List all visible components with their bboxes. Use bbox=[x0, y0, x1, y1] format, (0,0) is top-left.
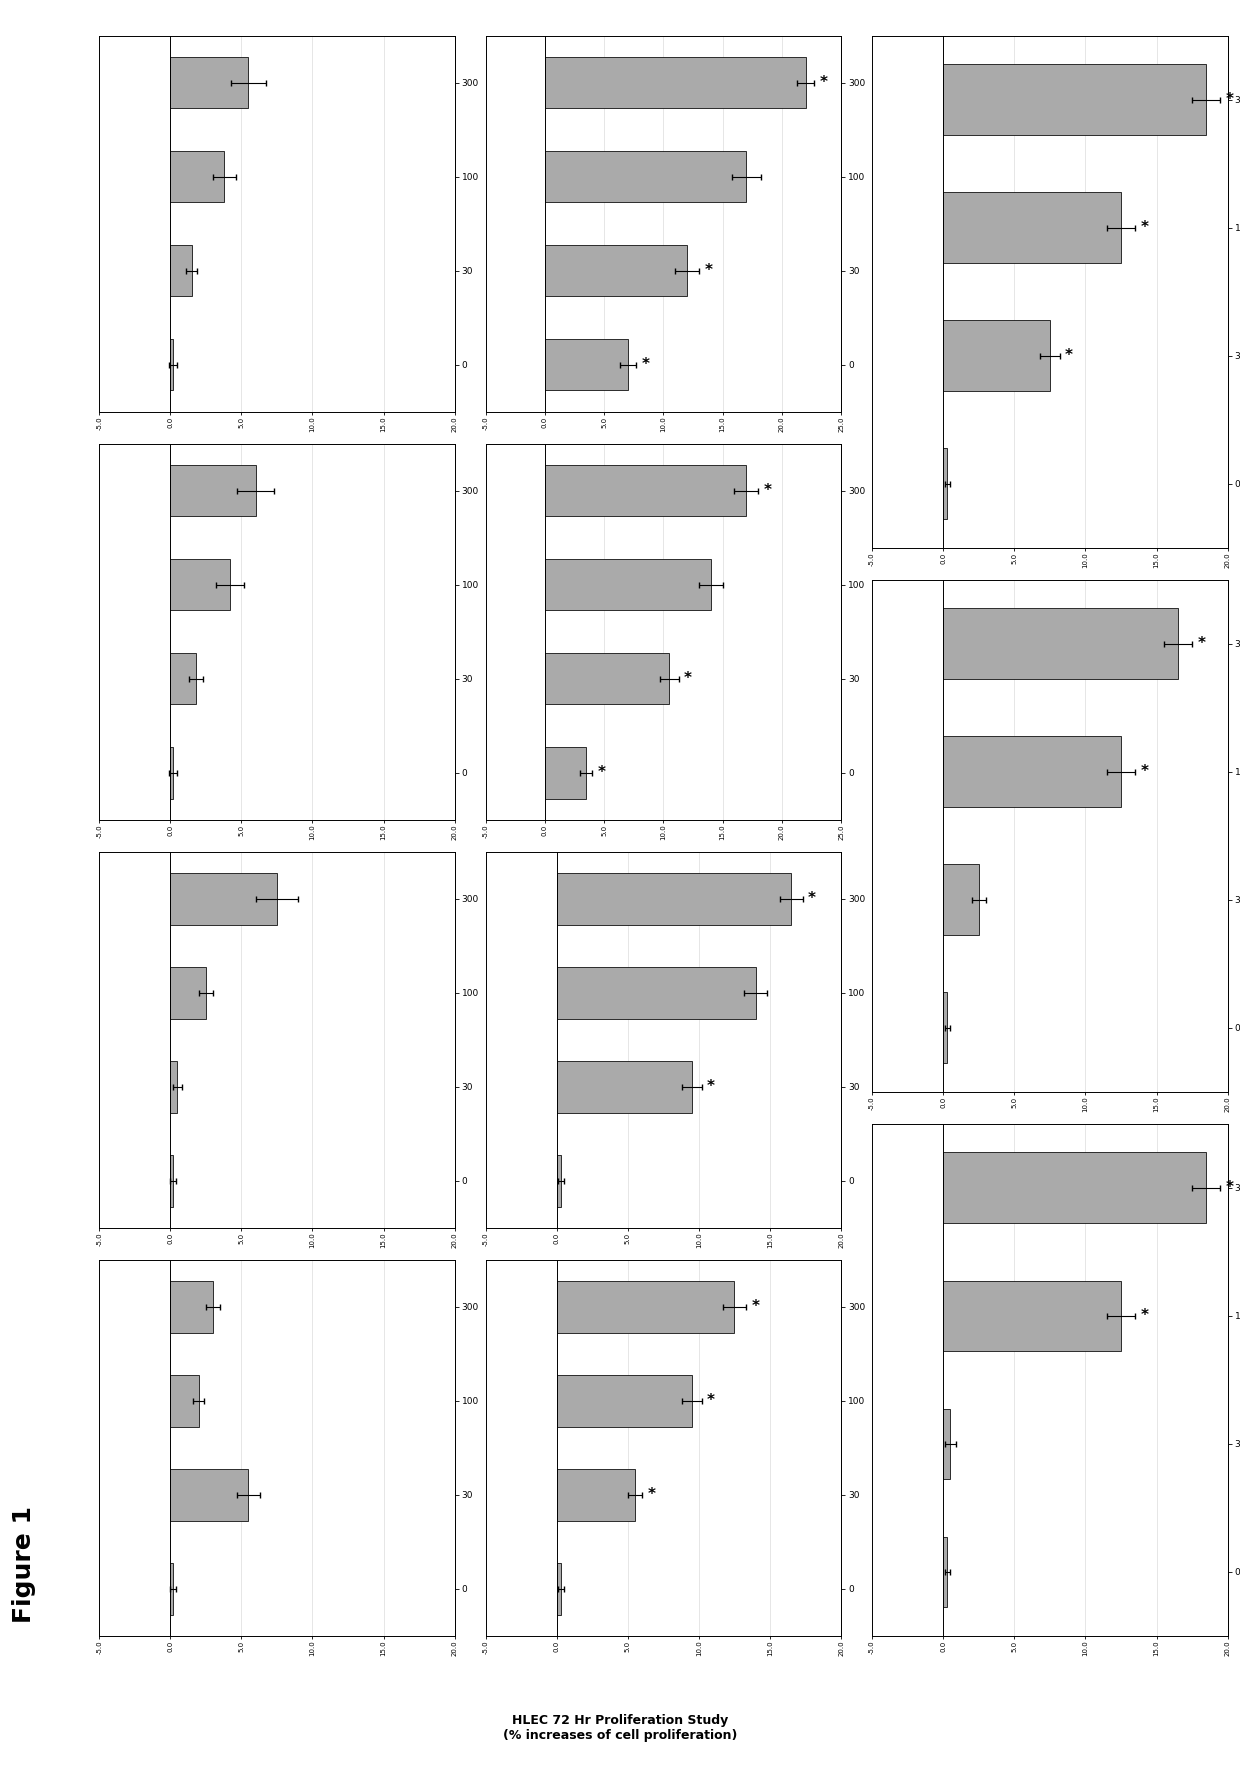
Bar bbox=[544, 464, 746, 516]
Y-axis label: Seq ID. 30: Seq ID. 30 bbox=[897, 605, 906, 658]
Bar bbox=[544, 151, 746, 203]
Text: *: * bbox=[1226, 92, 1234, 107]
Bar bbox=[170, 1469, 248, 1520]
Bar bbox=[557, 1469, 635, 1520]
Text: HLEC 72 Hr Proliferation Study
(% increases of cell proliferation): HLEC 72 Hr Proliferation Study (% increa… bbox=[502, 1714, 738, 1742]
Text: *: * bbox=[647, 1486, 656, 1502]
Bar bbox=[944, 1280, 1121, 1351]
Bar bbox=[544, 57, 806, 108]
Y-axis label: Seq ID. 33: Seq ID. 33 bbox=[897, 1013, 906, 1067]
Bar bbox=[170, 873, 277, 925]
Bar bbox=[170, 1156, 174, 1207]
Y-axis label: Seq ID. 38: Seq ID. 38 bbox=[897, 1421, 906, 1474]
Text: *: * bbox=[704, 263, 712, 277]
Bar bbox=[544, 558, 711, 610]
Y-axis label: Seq ID. 43: Seq ID. 43 bbox=[510, 605, 521, 658]
Bar bbox=[557, 967, 756, 1019]
Bar bbox=[170, 1374, 198, 1426]
Text: *: * bbox=[641, 357, 650, 372]
Bar bbox=[944, 1152, 1207, 1223]
Text: *: * bbox=[1065, 348, 1073, 363]
Y-axis label: nM: nM bbox=[877, 1440, 887, 1454]
Bar bbox=[544, 653, 670, 704]
Y-axis label: nM: nM bbox=[490, 1440, 500, 1454]
Text: *: * bbox=[1226, 1181, 1234, 1195]
Bar bbox=[544, 340, 627, 391]
Bar bbox=[944, 1408, 950, 1479]
Y-axis label: Seq ID. 44: Seq ID. 44 bbox=[510, 1013, 521, 1067]
Bar bbox=[170, 1563, 174, 1614]
Bar bbox=[170, 340, 174, 391]
Text: *: * bbox=[684, 670, 692, 686]
Bar bbox=[944, 864, 978, 935]
Bar bbox=[544, 747, 587, 798]
Bar bbox=[944, 64, 1207, 135]
Bar bbox=[944, 1536, 947, 1607]
Text: *: * bbox=[1141, 1309, 1148, 1323]
Text: *: * bbox=[707, 1394, 715, 1408]
Bar bbox=[944, 448, 947, 519]
Bar bbox=[170, 1280, 213, 1332]
Y-axis label: Seq ID. 42: Seq ID. 42 bbox=[510, 197, 521, 251]
Bar bbox=[557, 1374, 692, 1426]
Bar bbox=[944, 992, 947, 1063]
Text: *: * bbox=[808, 891, 816, 907]
Bar bbox=[170, 558, 229, 610]
Y-axis label: Seq ID. 28: Seq ID. 28 bbox=[897, 197, 906, 251]
Bar bbox=[944, 608, 1178, 679]
Bar bbox=[944, 320, 1050, 391]
Bar bbox=[544, 245, 687, 297]
Text: *: * bbox=[751, 1300, 759, 1314]
Y-axis label: Seq ID. 49: Seq ID. 49 bbox=[510, 1421, 521, 1474]
Text: *: * bbox=[707, 1079, 715, 1093]
Bar bbox=[170, 967, 206, 1019]
Bar bbox=[944, 192, 1121, 263]
Text: Figure 1: Figure 1 bbox=[12, 1506, 36, 1623]
Bar bbox=[170, 245, 192, 297]
Bar bbox=[170, 1061, 177, 1113]
Bar bbox=[557, 1563, 560, 1614]
Text: *: * bbox=[1141, 765, 1148, 779]
Bar bbox=[944, 736, 1121, 807]
Bar bbox=[557, 1280, 734, 1332]
Bar bbox=[557, 1061, 692, 1113]
Text: *: * bbox=[1141, 220, 1148, 235]
Text: *: * bbox=[598, 765, 605, 781]
Bar bbox=[557, 873, 791, 925]
Bar bbox=[557, 1156, 560, 1207]
Bar bbox=[170, 464, 255, 516]
Text: *: * bbox=[820, 75, 827, 91]
Text: *: * bbox=[1198, 637, 1205, 651]
Bar bbox=[170, 151, 224, 203]
Text: *: * bbox=[764, 484, 771, 498]
Bar bbox=[170, 57, 248, 108]
Bar bbox=[170, 653, 196, 704]
Bar bbox=[170, 747, 174, 798]
